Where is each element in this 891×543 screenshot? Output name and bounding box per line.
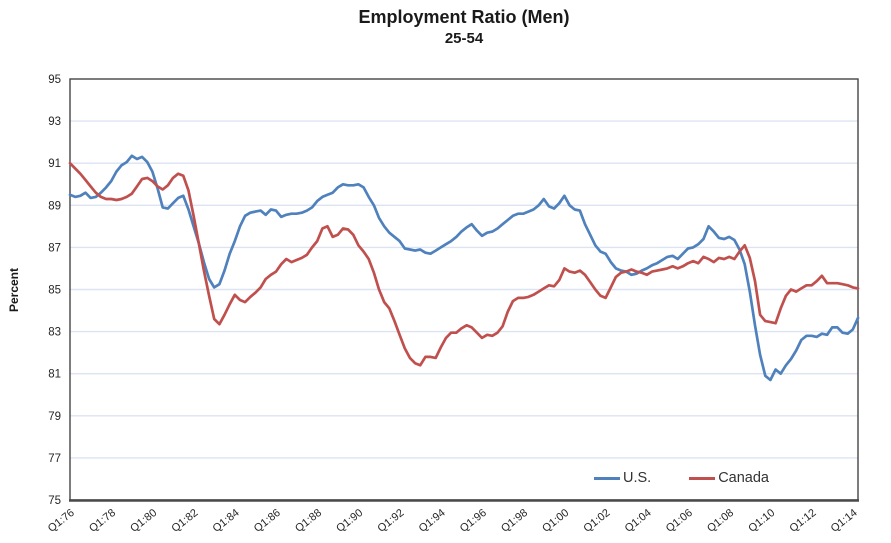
x-tick-label: Q1:06 xyxy=(664,507,695,535)
legend-label-us: U.S. xyxy=(623,470,652,486)
chart-title-block: Employment Ratio (Men) 25-54 xyxy=(70,6,858,48)
y-tick-label: 83 xyxy=(48,327,61,339)
y-tick-label: 85 xyxy=(48,285,61,297)
x-tick-label: Q1:10 xyxy=(746,507,777,535)
legend-item-us: U.S. xyxy=(594,470,651,486)
y-tick-label: 95 xyxy=(48,74,61,86)
x-tick-label: Q1:78 xyxy=(87,507,118,535)
y-tick-label: 91 xyxy=(48,158,61,170)
x-tick-label: Q1:88 xyxy=(293,507,324,535)
legend-label-canada: Canada xyxy=(718,470,769,486)
y-tick-label: 79 xyxy=(48,411,61,423)
canada-line-swatch-icon xyxy=(689,476,716,480)
y-tick-label: 87 xyxy=(48,242,61,254)
x-tick-label: Q1:80 xyxy=(128,507,159,535)
canada-data-line xyxy=(68,161,860,367)
x-tick-label: Q1:90 xyxy=(334,507,365,535)
x-tick-label: Q1:82 xyxy=(169,507,200,535)
x-tick-label: Q1:08 xyxy=(705,507,736,535)
x-tick-label: Q1:98 xyxy=(499,507,530,535)
x-tick-label: Q1:96 xyxy=(458,507,489,535)
x-tick-label: Q1:94 xyxy=(417,507,448,535)
x-tick-label: Q1:12 xyxy=(787,507,818,535)
chart-title: Employment Ratio (Men) xyxy=(358,7,570,27)
x-tick-label: Q1:84 xyxy=(211,507,242,535)
x-tick-label: Q1:92 xyxy=(375,507,406,535)
x-tick-label: Q1:86 xyxy=(252,507,283,535)
x-tick-label: Q1:00 xyxy=(540,507,571,535)
x-tick-label: Q1:02 xyxy=(581,507,612,535)
y-tick-label: 93 xyxy=(48,116,61,128)
chart-legend: U.S. Canada xyxy=(594,466,769,490)
y-tick-label: 81 xyxy=(48,369,61,381)
x-tick-label: Q1:04 xyxy=(623,507,654,535)
y-tick-label: 75 xyxy=(48,495,61,507)
chart-subtitle: 25-54 xyxy=(444,29,484,47)
x-tick-label: Q1:76 xyxy=(46,507,77,535)
x-tick-label: Q1:14 xyxy=(829,507,860,535)
us-line-swatch-icon xyxy=(594,476,620,480)
y-tick-label: 77 xyxy=(48,453,61,465)
legend-item-canada: Canada xyxy=(689,470,769,486)
y-tick-label: 89 xyxy=(48,200,61,212)
